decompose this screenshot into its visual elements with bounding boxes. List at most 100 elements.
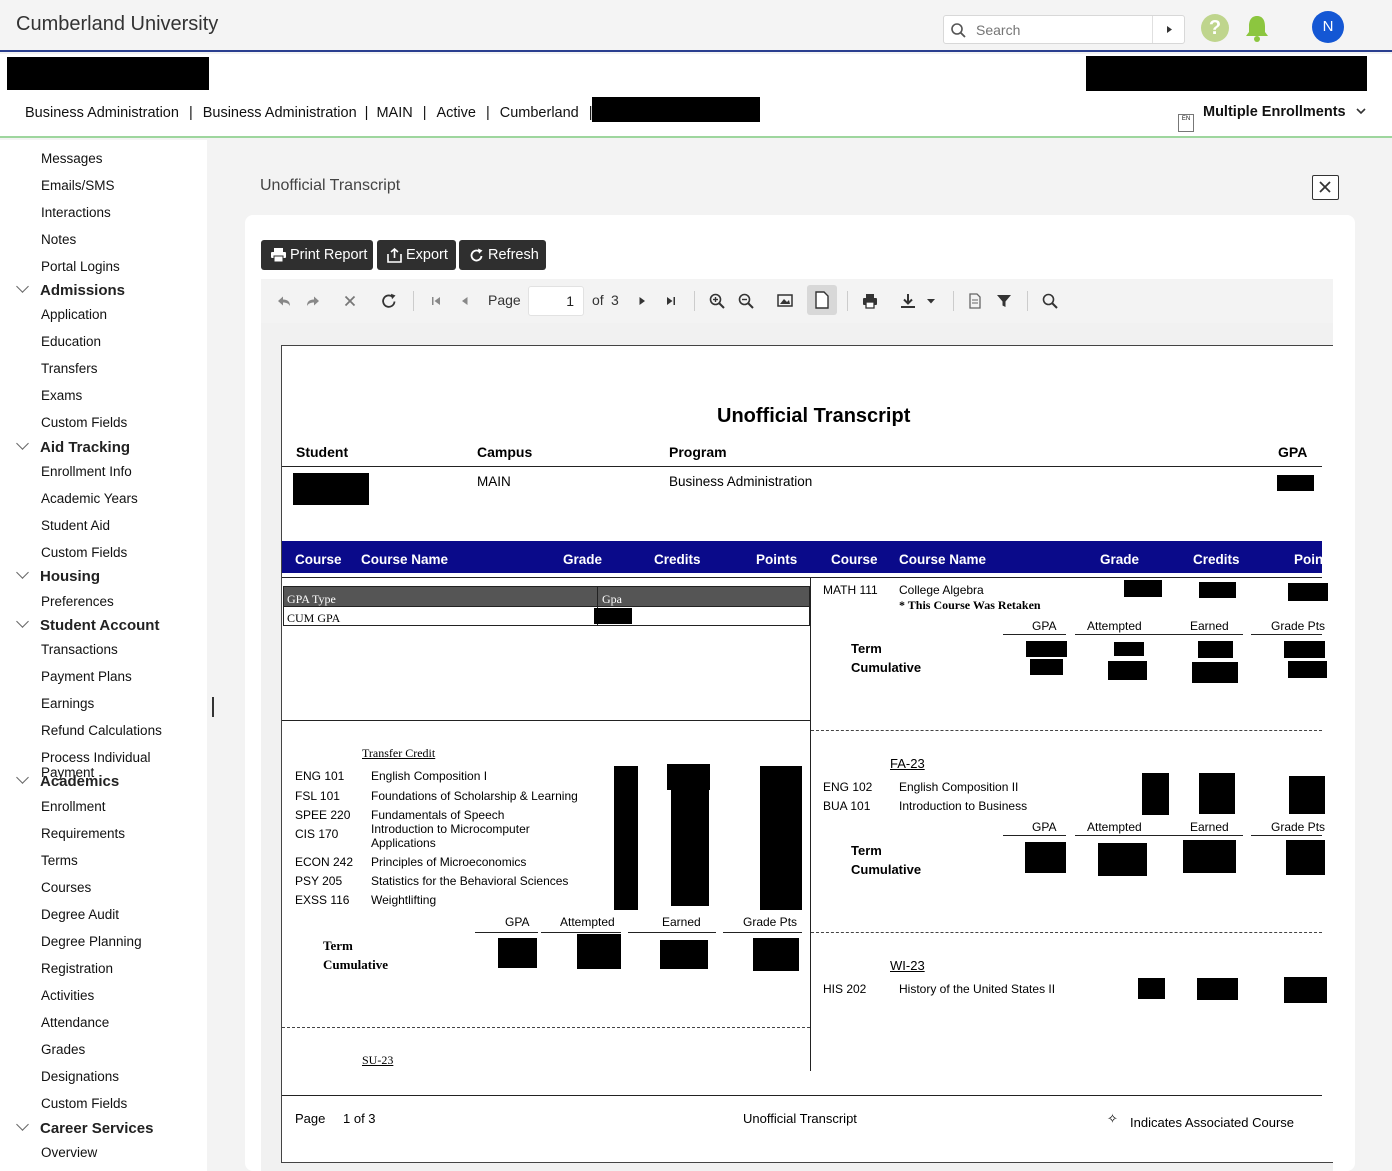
page-number-input[interactable]: 1: [528, 286, 584, 316]
zoom-out-icon[interactable]: [737, 292, 755, 310]
download-icon[interactable]: [899, 292, 917, 310]
nav-preferences[interactable]: Preferences: [41, 594, 114, 609]
nav-degree-planning[interactable]: Degree Planning: [41, 934, 142, 949]
nav-degree-audit[interactable]: Degree Audit: [41, 907, 120, 922]
print-report-label: Print Report: [290, 247, 368, 263]
nav-group-career-services[interactable]: Career Services: [16, 1118, 153, 1137]
nav-payment-plans[interactable]: Payment Plans: [41, 669, 132, 684]
redacted-value: [1198, 641, 1233, 658]
nav-enrollment-info[interactable]: Enrollment Info: [41, 464, 132, 479]
course-col-header: Course: [831, 552, 878, 567]
nav-overview[interactable]: Overview: [41, 1145, 98, 1160]
bar-rule: [282, 577, 1322, 578]
of-label: of: [592, 292, 604, 308]
filter-icon[interactable]: [995, 292, 1013, 310]
refresh-button[interactable]: Refresh: [459, 240, 546, 270]
redacted-value: [1286, 840, 1325, 875]
fit-page-icon[interactable]: [776, 292, 794, 310]
enrollment-strip: Business Administration | Business Adminis…: [0, 54, 1392, 138]
term-separator: [282, 1027, 810, 1028]
help-icon[interactable]: ?: [1201, 14, 1229, 42]
sidebar-scrollbar[interactable]: [212, 697, 214, 717]
bell-icon[interactable]: [1243, 13, 1271, 43]
redacted-grade: [1138, 978, 1165, 999]
redacted-value: [1025, 842, 1066, 873]
close-button[interactable]: [1312, 175, 1339, 200]
crumb-campus: MAIN: [376, 105, 413, 121]
last-page-icon[interactable]: [662, 292, 680, 310]
nav-exams[interactable]: Exams: [41, 388, 83, 403]
nav-registration[interactable]: Registration: [41, 961, 114, 976]
nav-attendance[interactable]: Attendance: [41, 1015, 110, 1030]
nav-designations[interactable]: Designations: [41, 1069, 120, 1084]
chevron-down-icon[interactable]: [922, 292, 940, 310]
nav-group-housing[interactable]: Housing: [16, 566, 100, 585]
nav-group-aid-tracking[interactable]: Aid Tracking: [16, 437, 130, 456]
nav-group-academics[interactable]: Academics: [16, 771, 119, 790]
redo-icon[interactable]: [304, 292, 322, 310]
first-page-icon[interactable]: [427, 292, 445, 310]
course-name: English Composition II: [899, 780, 1019, 794]
redacted-value: [577, 934, 621, 969]
nav-transactions[interactable]: Transactions: [41, 642, 118, 657]
redacted-credits: [667, 764, 710, 790]
search-box[interactable]: [943, 15, 1185, 44]
document-map-icon[interactable]: [966, 292, 984, 310]
nav-requirements[interactable]: Requirements: [41, 826, 126, 841]
nav-messages[interactable]: Messages: [41, 151, 103, 166]
nav-aid-custom-fields[interactable]: Custom Fields: [41, 545, 128, 560]
nav-academics-custom-fields[interactable]: Custom Fields: [41, 1096, 128, 1111]
nav-admissions-custom-fields[interactable]: Custom Fields: [41, 415, 128, 430]
nav-grades[interactable]: Grades: [41, 1042, 86, 1057]
nav-portal-logins[interactable]: Portal Logins: [41, 259, 120, 274]
search-input[interactable]: [976, 20, 1156, 40]
nav-notes[interactable]: Notes: [41, 232, 77, 247]
campus-column-header: Campus: [477, 444, 533, 460]
redacted-block: [7, 57, 209, 90]
viewer-toolbar: Page 1 of 3: [261, 279, 1333, 323]
nav-terms[interactable]: Terms: [41, 853, 78, 868]
prev-page-icon[interactable]: [456, 292, 474, 310]
redacted-points: [1284, 977, 1327, 1003]
single-page-view-button[interactable]: [807, 285, 837, 315]
nav-application[interactable]: Application: [41, 307, 108, 322]
export-button[interactable]: Export: [377, 240, 456, 270]
course-name: College Algebra: [899, 583, 984, 597]
gpa-type-header: GPA Type: [287, 592, 336, 606]
nav-earnings[interactable]: Earnings: [41, 696, 95, 711]
multiple-enrollments-dropdown[interactable]: EN Multiple Enrollments: [1178, 104, 1368, 132]
nav-emails-sms[interactable]: Emails/SMS: [41, 178, 115, 193]
course-code: FSL 101: [295, 789, 340, 803]
print-icon[interactable]: [861, 292, 879, 310]
undo-icon[interactable]: [275, 292, 293, 310]
redacted-cum-gpa: [594, 608, 632, 624]
course-code: CIS 170: [295, 827, 339, 841]
gpa-header: Gpa: [602, 592, 622, 606]
nav-interactions[interactable]: Interactions: [41, 205, 111, 220]
nav-group-student-account[interactable]: Student Account: [16, 615, 159, 634]
nav-transfers[interactable]: Transfers: [41, 361, 98, 376]
nav-activities[interactable]: Activities: [41, 988, 95, 1003]
report-viewer[interactable]: Unofficial Transcript Student Campus Pro…: [261, 323, 1333, 1171]
stop-icon[interactable]: [341, 292, 359, 310]
next-page-icon[interactable]: [633, 292, 651, 310]
nav-education[interactable]: Education: [41, 334, 102, 349]
footer-rule: [282, 1095, 1322, 1096]
summary-attempted-header: Attempted: [1087, 619, 1142, 633]
summary-rule: [1251, 835, 1322, 836]
play-icon: [1167, 26, 1172, 33]
user-avatar[interactable]: N: [1312, 11, 1344, 43]
search-go-button[interactable]: [1152, 16, 1184, 43]
nav-student-aid[interactable]: Student Aid: [41, 518, 111, 533]
nav-enrollment[interactable]: Enrollment: [41, 799, 106, 814]
nav-refund-calculations[interactable]: Refund Calculations: [41, 723, 162, 738]
nav-group-admissions[interactable]: Admissions: [16, 280, 125, 299]
zoom-in-icon[interactable]: [708, 292, 726, 310]
nav-academic-years[interactable]: Academic Years: [41, 491, 138, 506]
reload-icon[interactable]: [380, 292, 398, 310]
nav-process-individual-payment[interactable]: Process Individual Payment: [41, 750, 151, 780]
enrollment-breadcrumb: Business Administration | Business Adminis…: [25, 105, 603, 121]
print-report-button[interactable]: Print Report: [261, 240, 373, 270]
search-icon[interactable]: [1041, 292, 1059, 310]
nav-courses[interactable]: Courses: [41, 880, 92, 895]
